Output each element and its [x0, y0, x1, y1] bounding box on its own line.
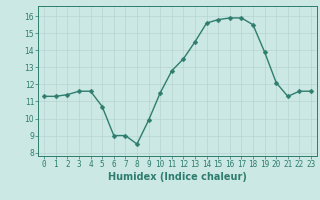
X-axis label: Humidex (Indice chaleur): Humidex (Indice chaleur)	[108, 172, 247, 182]
